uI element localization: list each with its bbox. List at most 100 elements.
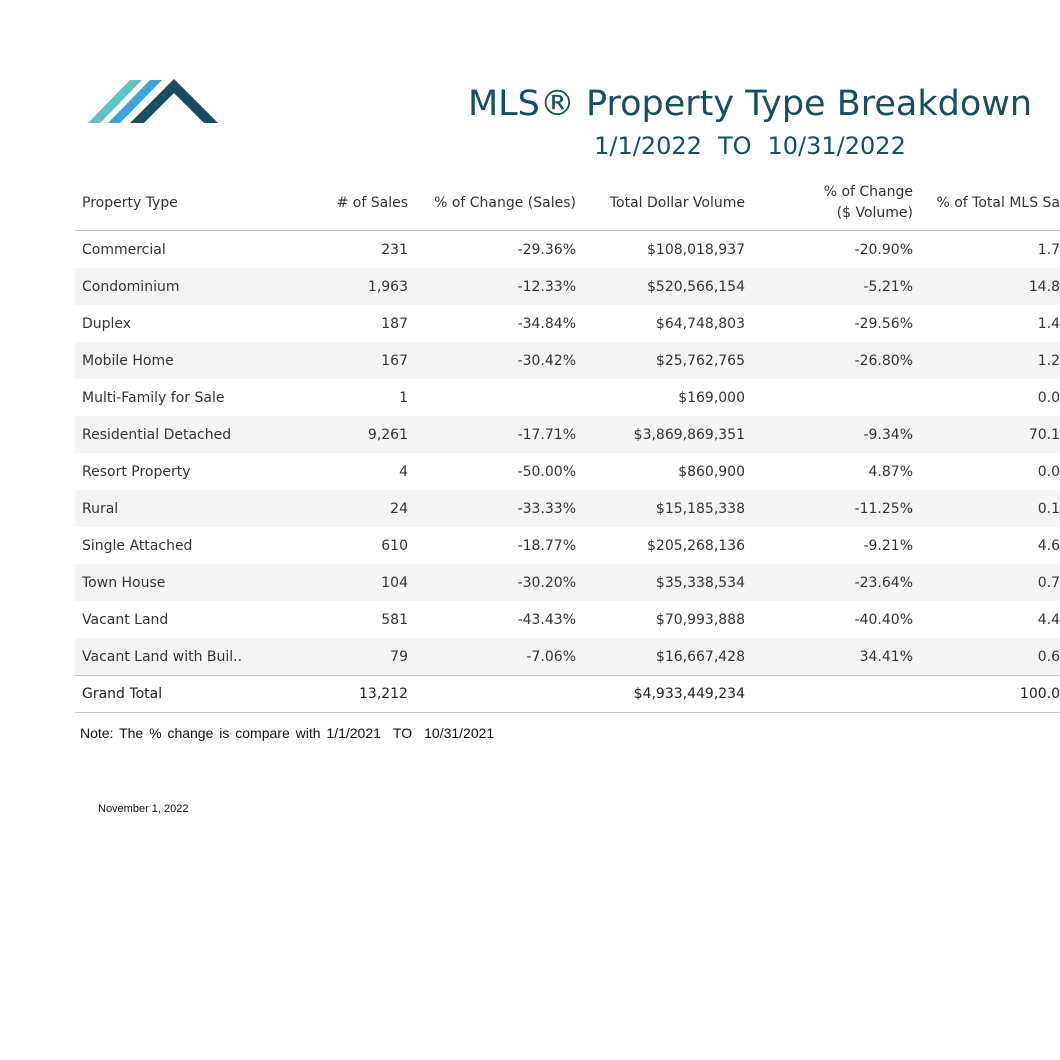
cell-value: $860,900 (678, 463, 745, 480)
cell-value: 0.0 (1037, 389, 1060, 406)
cell-value: 1.4 (1037, 315, 1060, 332)
cell-value (795, 676, 913, 712)
cell-value: 4.87% (868, 463, 913, 480)
table-row: Duplex 187 -34.84% $64,748,803 -29.56% 1.4 (75, 305, 1060, 342)
cell-value: -17.71% (517, 426, 576, 443)
row-label: Rural (82, 500, 119, 517)
cell-value: 0.7 (1037, 574, 1060, 591)
table-row: Condominium 1,963 -12.33% $520,566,154 -5.21… (75, 268, 1060, 305)
date-to: 10/31/2022 (767, 132, 906, 160)
footer-date: November 1, 2022 (98, 803, 189, 815)
header-row: Property Type # of Sales % of Change (Sale… (75, 176, 1060, 231)
cell-value: 167 (381, 352, 408, 369)
cell-value: 610 (381, 537, 408, 554)
row-label: Resort Property (82, 463, 191, 480)
cell-value: 9,261 (367, 426, 408, 443)
cell-value: -11.25% (854, 500, 913, 517)
cell-value: $16,667,428 (655, 648, 745, 665)
logo-stripe (108, 80, 162, 123)
cell-value: $15,185,338 (655, 500, 745, 517)
note-text: Note: The % change is compare with 1/1/2… (80, 725, 381, 741)
table-row: Vacant Land 581 -43.43% $70,993,888 -40.40% 4… (75, 601, 1060, 638)
row-label: Multi-Family for Sale (82, 389, 225, 406)
cell-value: 70.1 (1028, 426, 1060, 443)
table-row: Vacant Land with Buil.. 79 -7.06% $16,667,4… (75, 638, 1060, 675)
cell-value: -43.43% (517, 611, 576, 628)
cell-value: -40.40% (854, 611, 913, 628)
cell-value: $108,018,937 (647, 241, 745, 258)
cell-value: 1 (399, 389, 408, 406)
logo-roof (130, 79, 218, 123)
cell-value: % of Change ($ Volume) (823, 184, 913, 221)
cell-value: 4.4 (1037, 611, 1060, 628)
cell-value: -18.77% (517, 537, 576, 554)
cell-value: 104 (381, 574, 408, 591)
cell-value: 581 (381, 611, 408, 628)
cell-value: $520,566,154 (647, 278, 745, 295)
row-label: Vacant Land (82, 611, 169, 628)
cell-value: -5.21% (863, 278, 913, 295)
data-table: Property Type # of Sales % of Change (Sale… (75, 176, 1060, 713)
cell-value: 0.1 (1037, 500, 1060, 517)
cell-value: 4 (399, 463, 408, 480)
total-row: Grand Total 13,212 $4,933,449,234 100.0 (75, 675, 1060, 713)
row-label: Single Attached (82, 537, 193, 554)
logo-stripe (88, 80, 142, 123)
cell-value: -20.90% (854, 241, 913, 258)
cell-value: -34.84% (517, 315, 576, 332)
cell-value: $205,268,136 (647, 537, 745, 554)
cell-value: 231 (381, 241, 408, 258)
row-label: Commercial (82, 241, 166, 258)
cell-value: % of Change (Sales) (434, 194, 576, 211)
cell-value: 1.2 (1037, 352, 1060, 369)
cell-value: $169,000 (678, 389, 745, 406)
cell-value: -9.34% (863, 426, 913, 443)
cell-value: $25,762,765 (655, 352, 745, 369)
cell-value: 13,212 (359, 686, 408, 702)
row-label: Mobile Home (82, 352, 174, 369)
table-row: Multi-Family for Sale 1 $169,000 0.0 (75, 379, 1060, 416)
cell-value: 4.6 (1037, 537, 1060, 554)
cell-value: % of Total MLS Sa (936, 194, 1060, 211)
cell-value (795, 379, 913, 416)
cell-value: Total Dollar Volume (609, 194, 745, 211)
date-range: 1/1/2022 TO 10/31/2022 (440, 132, 1060, 160)
cell-value: -33.33% (517, 500, 576, 517)
table-row: Residential Detached 9,261 -17.71% $3,869,8… (75, 416, 1060, 453)
table-row: Town House 104 -30.20% $35,338,534 -23.64% 0.… (75, 564, 1060, 601)
cell-value: 1,963 (367, 278, 408, 295)
table-row: Single Attached 610 -18.77% $205,268,136 -9.… (75, 527, 1060, 564)
cell-value: 79 (390, 648, 408, 665)
date-from: 1/1/2022 (594, 132, 702, 160)
cell-value: -29.56% (854, 315, 913, 332)
cell-value: -50.00% (517, 463, 576, 480)
cell-value: 187 (381, 315, 408, 332)
note-date-to: 10/31/2021 (424, 725, 495, 741)
cell-value: 100.0 (1019, 686, 1060, 702)
cell-value: -30.20% (517, 574, 576, 591)
cell-value: $3,869,869,351 (633, 426, 745, 443)
table-row: Mobile Home 167 -30.42% $25,762,765 -26.80% 1… (75, 342, 1060, 379)
row-label: Condominium (82, 278, 180, 295)
cell-value: -26.80% (854, 352, 913, 369)
cell-value: $70,993,888 (655, 611, 745, 628)
row-label: Duplex (82, 315, 132, 332)
cell-value: -12.33% (517, 278, 576, 295)
cell-value (415, 676, 576, 712)
note: Note: The % change is compare with 1/1/2… (80, 725, 500, 741)
cell-value: -23.64% (854, 574, 913, 591)
logo (88, 79, 218, 123)
cell-value: 14.8 (1028, 278, 1060, 295)
to-word: TO (717, 132, 752, 160)
row-label: Vacant Land with Buil.. (82, 648, 243, 665)
cell-value: 0.6 (1037, 648, 1060, 665)
cell-value: $35,338,534 (655, 574, 745, 591)
row-label: Town House (82, 574, 166, 591)
row-label: Property Type (82, 194, 178, 211)
table-row: Rural 24 -33.33% $15,185,338 -11.25% 0.1 (75, 490, 1060, 527)
report-title: MLS® Property Type Breakdown (467, 84, 1033, 124)
note-to-word: TO (392, 725, 413, 741)
cell-value: -29.36% (517, 241, 576, 258)
row-label: Grand Total (82, 686, 163, 702)
